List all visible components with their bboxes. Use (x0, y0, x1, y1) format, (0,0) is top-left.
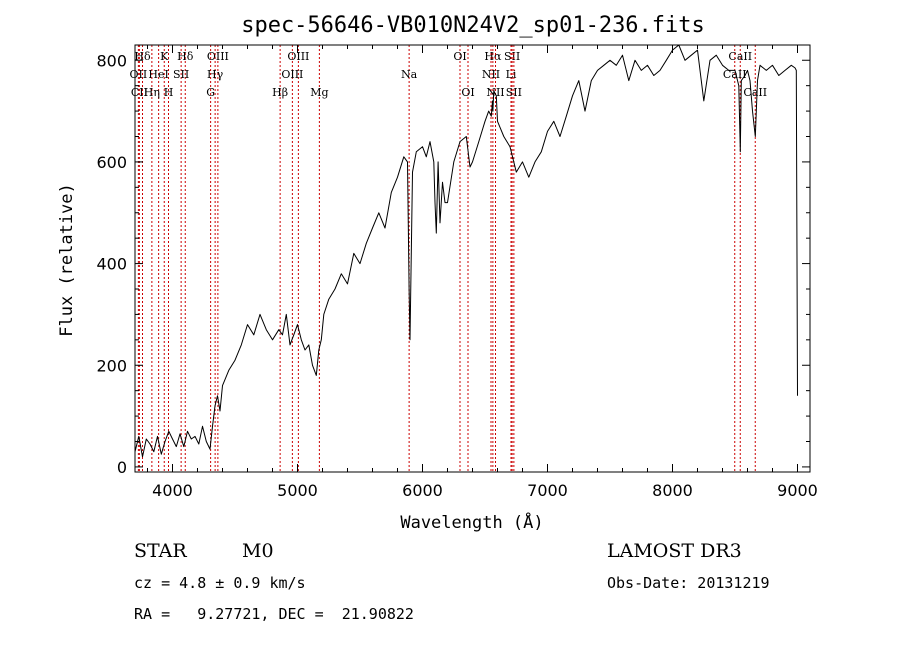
y-axis-label: Flux (relative) (57, 183, 77, 337)
spectral-line-label-14: Hβ (272, 86, 288, 99)
x-axis-label: Wavelength (Å) (400, 511, 543, 533)
x-tick-label-6000: 6000 (402, 481, 443, 500)
spectral-line-label-12: OIII (287, 50, 309, 63)
spectral-line-label-0: Hδ (134, 50, 151, 63)
spectral-line-label-11: G (206, 86, 215, 99)
plot-frame (134, 44, 811, 473)
spectral-line-label-25: CaII (728, 50, 752, 63)
coordinates: RA = 9.27721, DEC = 21.90822 (134, 605, 414, 623)
y-tick-label-200: 200 (96, 356, 127, 375)
y-tick-label-400: 400 (96, 255, 127, 274)
spectral-line-label-16: Na (401, 68, 418, 81)
x-tick-label-5000: 5000 (277, 481, 318, 500)
object-class: STAR (134, 540, 187, 562)
spectral-line-label-19: Hα (484, 50, 502, 63)
spectral-line-label-15: Mg (310, 86, 328, 99)
spectral-line-label-17: OI (453, 50, 466, 63)
spectral-line-label-22: Li (506, 68, 517, 81)
observation-date: Obs-Date: 20131219 (607, 574, 770, 592)
spectral-line-label-24: SII (506, 86, 522, 99)
survey-name: LAMOST DR3 (607, 540, 742, 562)
x-tick-label-7000: 7000 (527, 481, 568, 500)
x-tick-label-4000: 4000 (152, 481, 193, 500)
spectral-line-label-8: H (164, 86, 174, 99)
spectral-line-label-27: CaII (743, 86, 767, 99)
y-tick-label-0: 0 (117, 458, 127, 477)
spectral-line-label-23: NII (486, 86, 504, 99)
spectral-line-label-18: OI (461, 86, 474, 99)
spectral-line-label-21: NII (482, 68, 500, 81)
spectral-line-label-4: HeI (148, 68, 168, 81)
redshift-velocity: cz = 4.8 ± 0.9 km/s (134, 574, 306, 592)
spectral-line-label-6: Hδ (177, 50, 194, 63)
x-tick-label-8000: 8000 (652, 481, 693, 500)
spectral-line-label-13: OIII (281, 68, 303, 81)
object-subclass: M0 (242, 540, 274, 562)
spectral-line-label-20: SII (504, 50, 520, 63)
spectral-line-label-10: Hγ (207, 68, 224, 81)
y-tick-label-600: 600 (96, 153, 127, 172)
spectral-line-label-7: SII (173, 68, 189, 81)
x-tick-label-9000: 9000 (777, 481, 818, 500)
spectral-line-label-26: CaII (723, 68, 747, 81)
chart-title: spec-56646-VB010N24V2_sp01-236.fits (241, 13, 705, 38)
spectrum-line (134, 44, 798, 458)
spectral-line-label-3: K (160, 50, 169, 63)
spectrum-series (134, 44, 798, 458)
spectral-line-label-1: OII (130, 68, 148, 81)
axis-ticks: 4000 5000 6000 7000 8000 9000 0 200 400 600 800 (96, 45, 818, 500)
spectral-line-label-9: OIII (207, 50, 229, 63)
y-tick-label-800: 800 (96, 51, 127, 70)
spectral-line-label-5: Hη (144, 86, 160, 99)
